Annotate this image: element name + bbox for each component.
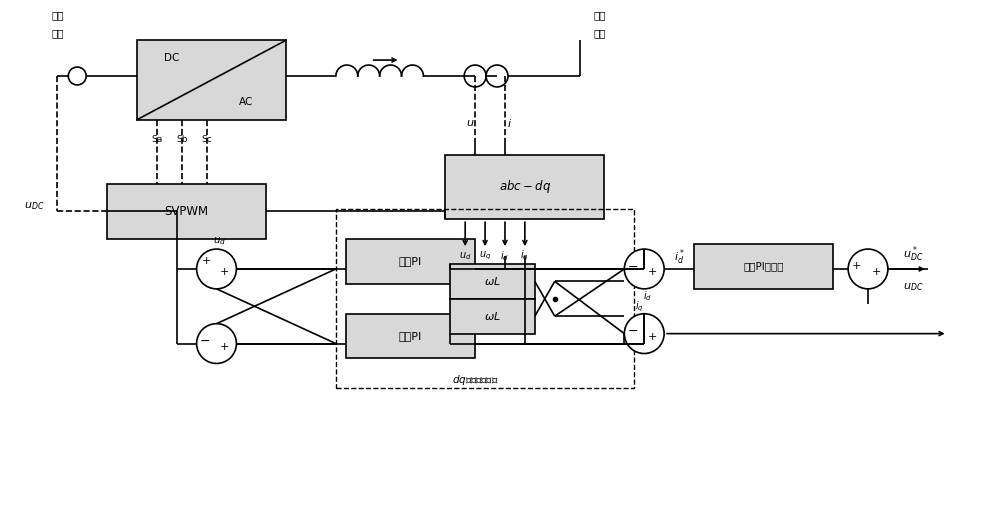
Text: $\omega L$: $\omega L$ (484, 310, 501, 322)
Text: $i$: $i$ (507, 117, 512, 129)
Bar (450, 264, 535, 299)
Text: Sa: Sa (151, 135, 162, 144)
Text: 电流PI: 电流PI (399, 331, 422, 341)
Text: $u_d$: $u_d$ (459, 250, 471, 262)
Text: $abc-dq$: $abc-dq$ (499, 178, 551, 195)
Text: SVPWM: SVPWM (165, 205, 209, 219)
Bar (346, 239, 475, 284)
Text: $u$: $u$ (466, 118, 474, 128)
Circle shape (486, 65, 508, 87)
Circle shape (848, 249, 888, 289)
Text: 电压PI调节器: 电压PI调节器 (743, 261, 784, 271)
Text: +: + (220, 342, 229, 352)
Bar (450, 299, 535, 334)
Text: AC: AC (239, 97, 254, 107)
Text: $u_q$: $u_q$ (479, 250, 491, 262)
Bar (445, 155, 604, 219)
Text: $\omega L$: $\omega L$ (484, 276, 501, 287)
Bar (107, 184, 266, 239)
Text: +: + (648, 332, 657, 342)
Bar (346, 314, 475, 358)
Text: +: + (851, 261, 861, 271)
Text: Sc: Sc (201, 135, 212, 144)
Text: 母线: 母线 (593, 28, 606, 38)
Circle shape (624, 249, 664, 289)
Text: $i_d^*$: $i_d^*$ (674, 247, 685, 267)
Text: $u_d$: $u_d$ (213, 235, 226, 247)
Circle shape (624, 314, 664, 354)
Circle shape (197, 324, 236, 364)
Text: $u_{DC}^*$: $u_{DC}^*$ (903, 244, 923, 264)
Bar (694, 244, 833, 289)
Text: DC: DC (164, 53, 179, 63)
Circle shape (464, 65, 486, 87)
Circle shape (197, 249, 236, 289)
Text: 直流: 直流 (51, 10, 64, 20)
Text: +: + (648, 267, 657, 277)
Text: 交流: 交流 (593, 10, 606, 20)
Text: $dq$电流解耦控制: $dq$电流解耦控制 (452, 374, 498, 387)
Text: $-$: $-$ (627, 259, 638, 272)
Text: $i_q$: $i_q$ (520, 249, 529, 263)
Text: $i_d$: $i_d$ (500, 249, 509, 263)
Bar (137, 40, 286, 120)
Text: $-$: $-$ (627, 324, 638, 337)
Text: +: + (202, 256, 211, 266)
Text: +: + (220, 267, 229, 277)
Text: 电流PI: 电流PI (399, 257, 422, 267)
Text: 母线: 母线 (51, 28, 64, 38)
Text: Sb: Sb (176, 135, 187, 144)
Text: $i_d$: $i_d$ (643, 289, 652, 303)
Text: $u_{DC}$: $u_{DC}$ (903, 281, 923, 293)
Circle shape (68, 67, 86, 85)
Text: +: + (871, 267, 881, 277)
Bar (336, 209, 634, 388)
Text: $u_{DC}$: $u_{DC}$ (24, 200, 45, 212)
Text: $-$: $-$ (199, 334, 210, 347)
Text: $i_q$: $i_q$ (635, 300, 644, 314)
